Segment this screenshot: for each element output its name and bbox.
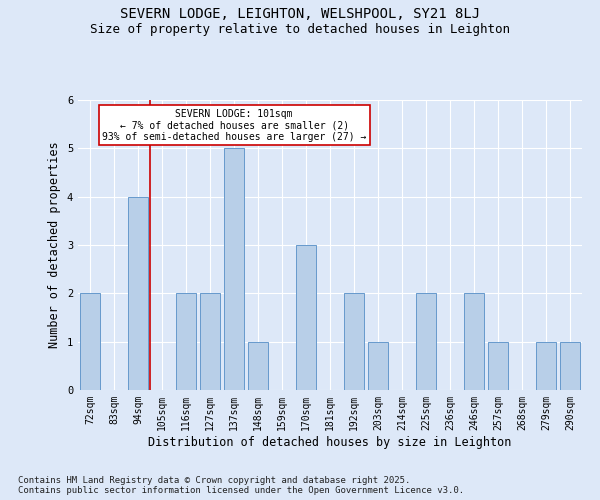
Text: Contains HM Land Registry data © Crown copyright and database right 2025.
Contai: Contains HM Land Registry data © Crown c… [18, 476, 464, 495]
Text: Size of property relative to detached houses in Leighton: Size of property relative to detached ho… [90, 22, 510, 36]
Bar [80, 294, 100, 390]
Bar [488, 342, 508, 390]
Bar [176, 294, 196, 390]
Bar [560, 342, 580, 390]
Y-axis label: Number of detached properties: Number of detached properties [49, 142, 61, 348]
Bar [344, 294, 364, 390]
Bar [416, 294, 436, 390]
Bar [200, 294, 220, 390]
Bar [536, 342, 556, 390]
Text: SEVERN LODGE: 101sqm
← 7% of detached houses are smaller (2)
93% of semi-detache: SEVERN LODGE: 101sqm ← 7% of detached ho… [102, 108, 367, 142]
Bar [224, 148, 244, 390]
Bar [248, 342, 268, 390]
Bar [296, 245, 316, 390]
Bar [464, 294, 484, 390]
X-axis label: Distribution of detached houses by size in Leighton: Distribution of detached houses by size … [148, 436, 512, 448]
Text: SEVERN LODGE, LEIGHTON, WELSHPOOL, SY21 8LJ: SEVERN LODGE, LEIGHTON, WELSHPOOL, SY21 … [120, 8, 480, 22]
Bar [128, 196, 148, 390]
Bar [368, 342, 388, 390]
